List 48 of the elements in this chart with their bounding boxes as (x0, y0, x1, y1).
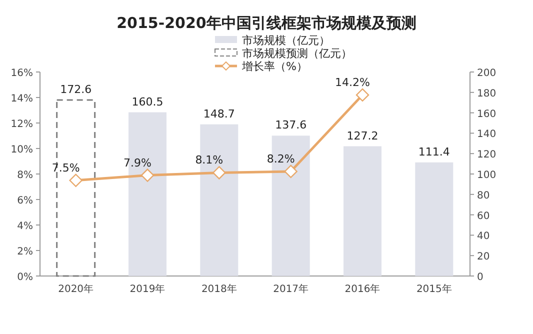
y2-tick-label: 20 (477, 252, 490, 263)
data-label: 148.7 (203, 107, 235, 120)
data-label: 137.6 (275, 118, 307, 132)
y-tick-label: 12% (10, 119, 33, 130)
bar (344, 146, 382, 276)
y-tick-label: 4% (17, 221, 33, 232)
y2-tick-label: 160 (477, 108, 496, 120)
y-tick-label: 8% (17, 170, 33, 181)
point (356, 88, 370, 102)
y-tick-label: 10% (10, 144, 33, 156)
y2-tick-label: 180 (477, 88, 496, 100)
data-label: 7.5% (52, 161, 80, 174)
y2-tick-label: 200 (477, 68, 496, 79)
point (140, 168, 154, 182)
data-label: 127.2 (346, 129, 378, 142)
y2-tick-label: 80 (477, 190, 490, 202)
x-tick-label: 2020年 (58, 283, 94, 295)
data-label: 8.2% (266, 152, 295, 166)
point (69, 174, 82, 187)
y2-tick-label: 140 (477, 129, 496, 140)
data-label: 14.2% (335, 76, 370, 89)
y-tick-label: 16% (10, 68, 33, 79)
y2-tick-label: 60 (477, 210, 490, 222)
chart-title: 2015-2020年中国引线框架市场规模及预测 (116, 14, 416, 32)
data-label: 172.6 (60, 82, 92, 96)
x-tick-label: 2016年 (344, 283, 380, 295)
point (284, 164, 298, 178)
data-label: 160.5 (132, 95, 164, 108)
y2-tick-label: 40 (477, 231, 490, 242)
legend-label: 市场规模预测（亿元） (242, 47, 352, 60)
x-tick-label: 2019年 (130, 283, 166, 295)
y2-tick-label: 100 (477, 170, 496, 181)
x-tick-label: 2017年 (273, 283, 309, 295)
y-tick-label: 2% (17, 246, 33, 258)
x-tick-label: 2018年 (201, 283, 237, 295)
x-tick-label: 2015年 (416, 283, 452, 295)
y2-tick-label: 120 (477, 150, 496, 161)
data-label: 7.9% (124, 156, 152, 170)
data-label: 111.4 (418, 145, 450, 158)
data-label: 8.1% (195, 154, 224, 167)
y-tick-label: 0% (17, 272, 33, 283)
legend-label: 市场规模（亿元） (242, 34, 330, 47)
point (212, 166, 226, 180)
y-tick-label: 14% (10, 94, 33, 104)
y-tick-label: 6% (17, 196, 33, 206)
y2-tick-label: 0 (477, 272, 484, 283)
legend-label: 增长率（%） (241, 60, 308, 73)
bar (415, 162, 454, 276)
